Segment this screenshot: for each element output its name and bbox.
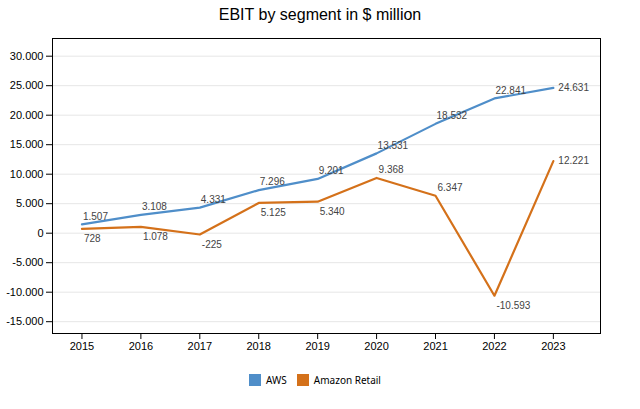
svg-text:7.296: 7.296 bbox=[260, 176, 285, 187]
html-text:EBIT by segment in $ million: EBIT by segment in $ million bbox=[218, 6, 422, 23]
svg-text:1.507: 1.507 bbox=[83, 211, 108, 222]
svg-text:5.340: 5.340 bbox=[320, 206, 345, 217]
svg-text:2016: 2016 bbox=[129, 340, 153, 352]
svg-text:30.000: 30.000 bbox=[10, 50, 44, 62]
svg-text:-10.593: -10.593 bbox=[496, 300, 530, 311]
svg-text:22.841: 22.841 bbox=[495, 85, 526, 96]
svg-text:2015: 2015 bbox=[70, 340, 94, 352]
svg-text:5.000: 5.000 bbox=[16, 197, 44, 209]
svg-text:25.000: 25.000 bbox=[10, 79, 44, 91]
svg-text:-5.000: -5.000 bbox=[12, 256, 43, 268]
svg-text:20.000: 20.000 bbox=[10, 109, 44, 121]
svg-text:728: 728 bbox=[84, 233, 101, 244]
svg-text:6.347: 6.347 bbox=[438, 182, 463, 193]
svg-text:5.125: 5.125 bbox=[261, 207, 286, 218]
svg-text:0: 0 bbox=[37, 227, 43, 239]
svg-text:2018: 2018 bbox=[246, 340, 270, 352]
svg-text:2020: 2020 bbox=[364, 340, 388, 352]
svg-text:2019: 2019 bbox=[305, 340, 329, 352]
svg-text:10.000: 10.000 bbox=[10, 168, 44, 180]
svg-text:2022: 2022 bbox=[482, 340, 506, 352]
svg-text:9.201: 9.201 bbox=[319, 165, 344, 176]
svg-text:12.221: 12.221 bbox=[558, 155, 589, 166]
svg-text:15.000: 15.000 bbox=[10, 138, 44, 150]
svg-text:4.331: 4.331 bbox=[201, 194, 226, 205]
svg-text:-10.000: -10.000 bbox=[6, 286, 43, 298]
svg-text:2021: 2021 bbox=[423, 340, 447, 352]
svg-text:-225: -225 bbox=[202, 239, 222, 250]
svg-text:2023: 2023 bbox=[541, 340, 565, 352]
html-text:AWS: AWS bbox=[266, 372, 287, 387]
html-text:Amazon Retail: Amazon Retail bbox=[313, 372, 381, 387]
svg-text:13.531: 13.531 bbox=[378, 140, 409, 151]
svg-text:24.631: 24.631 bbox=[558, 82, 589, 93]
svg-text:18.532: 18.532 bbox=[437, 110, 468, 121]
svg-text:3.108: 3.108 bbox=[142, 201, 167, 212]
svg-text:1.078: 1.078 bbox=[143, 231, 168, 242]
svg-text:9.368: 9.368 bbox=[379, 164, 404, 175]
svg-text:2017: 2017 bbox=[188, 340, 212, 352]
svg-text:-15.000: -15.000 bbox=[6, 315, 43, 327]
